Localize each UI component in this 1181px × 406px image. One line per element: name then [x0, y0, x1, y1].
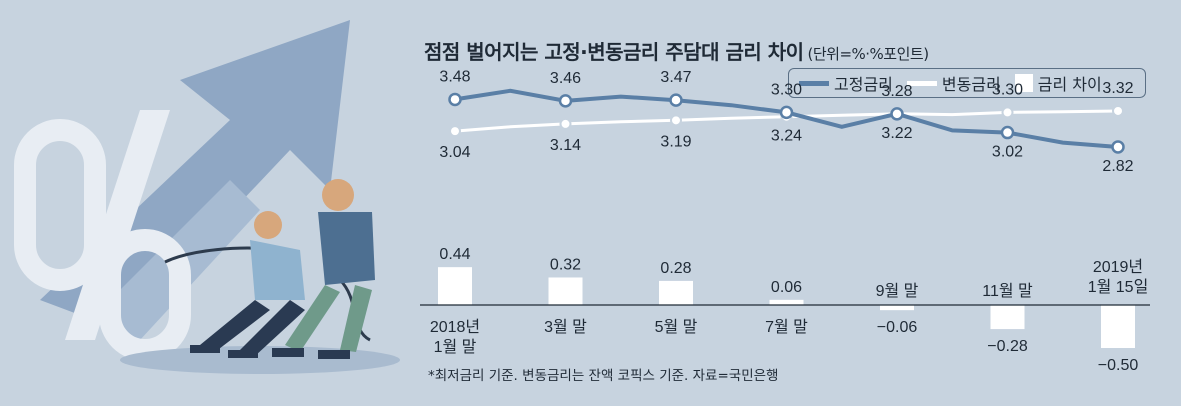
x-tick-label: 1월 15일 — [1088, 278, 1149, 296]
fixed-rate-marker — [558, 94, 573, 108]
fixed-rate-marker — [448, 92, 462, 107]
x-tick-label: 11월 말 — [982, 282, 1033, 300]
percent-sign-icon — [14, 110, 191, 361]
spread-bar — [1101, 305, 1135, 348]
spread-label: −0.28 — [987, 338, 1028, 355]
variable-value-label: 3.19 — [660, 133, 691, 150]
fixed-rate-marker — [779, 105, 794, 120]
legend-item-fixed: 고정금리 — [799, 71, 893, 95]
upper-value-label: 3.28 — [881, 83, 912, 100]
spread-label: 0.06 — [771, 279, 802, 296]
upper-value-label: 3.30 — [771, 81, 802, 98]
upper-value-label: 3.30 — [992, 81, 1023, 98]
chart-legend: 고정금리 변동금리 금리 차이 — [788, 68, 1146, 98]
variable-rate-marker — [449, 125, 461, 138]
lower-value-label: 3.24 — [771, 128, 802, 145]
upper-value-label: 3.46 — [550, 70, 581, 87]
x-tick-label: 7월 말 — [765, 318, 808, 336]
legend-item-spread: 금리 차이 — [1014, 71, 1102, 95]
variable-rate-marker — [559, 117, 572, 130]
legend-variable-swatch — [906, 80, 937, 86]
lower-value-label: 2.82 — [1102, 158, 1133, 175]
legend-fixed-label: 고정금리 — [834, 75, 893, 94]
x-tick-label: 2018년 — [430, 318, 480, 336]
variable-rate-marker — [1001, 106, 1014, 119]
spread-bar — [438, 267, 472, 305]
x-tick-label: 3월 말 — [544, 318, 587, 336]
chart-title: 점점 벌어지는 고정·변동금리 주담대 금리 차이 (단위=%·%포인트) — [424, 36, 929, 65]
spread-bar — [548, 277, 583, 305]
fixed-rate-marker — [1111, 140, 1125, 154]
variable-value-label: 3.14 — [550, 137, 581, 154]
lower-value-label: 3.22 — [881, 125, 912, 142]
x-tick-label: 9월 말 — [876, 282, 919, 300]
x-tick-label: 5월 말 — [655, 318, 698, 336]
spread-bar — [769, 299, 804, 305]
spread-bar — [990, 305, 1025, 330]
legend-spread-swatch — [1014, 74, 1033, 92]
spread-bar — [659, 280, 693, 305]
variable-value-label: 3.04 — [439, 144, 470, 161]
upper-value-label: 3.47 — [660, 69, 691, 86]
fixed-rate-marker — [669, 93, 683, 107]
legend-fixed-swatch — [799, 80, 829, 86]
chart-title-text: 점점 벌어지는 고정·변동금리 주담대 금리 차이 — [424, 40, 804, 64]
spread-bar — [880, 305, 914, 311]
tug-of-war-illustration — [14, 20, 400, 374]
source-note: *최저금리 기준. 변동금리는 잔액 코픽스 기준. 자료=국민은행 — [428, 368, 779, 384]
x-tick-label: 1월 말 — [434, 338, 477, 356]
spread-label: 0.44 — [439, 246, 470, 263]
variable-rate-marker — [670, 114, 682, 127]
legend-spread-label: 금리 차이 — [1037, 75, 1102, 94]
upper-value-label: 3.48 — [439, 68, 470, 85]
fixed-rate-marker — [1000, 125, 1015, 140]
legend-item-variable: 변동금리 — [906, 71, 1001, 95]
fixed-rate-marker — [890, 107, 904, 121]
unit-label: (단위=%·%포인트) — [807, 45, 930, 63]
variable-rate-marker — [1112, 104, 1124, 117]
spread-label: −0.50 — [1098, 357, 1139, 374]
upper-value-label: 3.32 — [1102, 80, 1133, 97]
spread-label: 0.28 — [660, 260, 691, 277]
legend-variable-label: 변동금리 — [941, 75, 1001, 94]
lower-value-label: 3.02 — [992, 144, 1023, 161]
spread-label: −0.06 — [877, 319, 918, 336]
spread-label: 0.32 — [550, 256, 581, 273]
x-tick-label: 2019년 — [1093, 258, 1143, 276]
